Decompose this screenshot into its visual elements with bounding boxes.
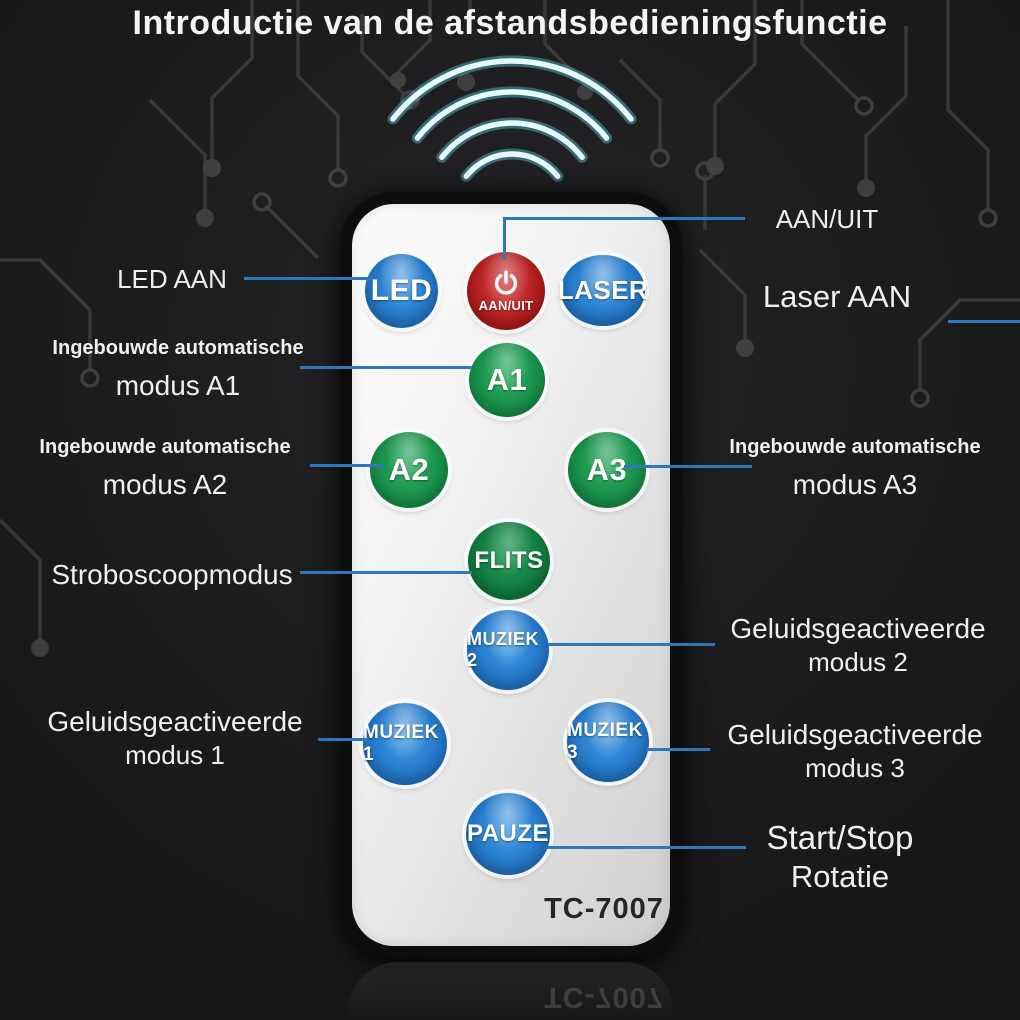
- callout-label-line2: modus A2: [102, 469, 228, 500]
- button-label: MUZIEK 3: [567, 720, 643, 763]
- button-label: A3: [586, 452, 628, 487]
- remote-button-laser: LASER: [558, 255, 648, 326]
- callout-label-line2: modus 3: [805, 753, 905, 783]
- model-number: TC-7007: [544, 893, 664, 925]
- model-number-reflection: TC-7007: [544, 981, 664, 1013]
- callout-label-a3: Ingebouwde automatische modus A3: [715, 435, 995, 502]
- remote-button-a3: A3: [568, 432, 646, 508]
- button-label: LED: [370, 274, 433, 307]
- callout-label-line1: Geluidsgeactiveerde: [727, 719, 983, 750]
- callout-label-a2: Ingebouwde automatische modus A2: [25, 435, 305, 502]
- callout-line-led: [244, 277, 372, 280]
- remote-button-muziek1: MUZIEK 1: [363, 703, 447, 785]
- button-label: AAN/UIT: [478, 298, 534, 313]
- remote-button-muziek2: MUZIEK 2: [467, 610, 549, 690]
- remote-button-led: LED: [365, 254, 438, 328]
- callout-label-laser: Laser AAN: [762, 279, 912, 314]
- callout-label-power: AAN/UIT: [775, 204, 879, 234]
- callout-label-line1: Geluidsgeactiveerde: [730, 613, 986, 644]
- callout-line-power: [503, 217, 745, 220]
- remote-reflection: [348, 962, 674, 1020]
- remote-button-a2: A2: [370, 432, 448, 508]
- button-label: FLITS: [474, 547, 544, 574]
- callout-line-muziek2: [548, 643, 715, 646]
- callout-label-line2: modus 1: [125, 740, 225, 770]
- button-label: MUZIEK 1: [363, 722, 439, 765]
- remote-button-power: AAN/UIT: [467, 252, 545, 330]
- callout-line-pauze: [546, 846, 746, 849]
- button-label: PAUZE: [466, 820, 550, 847]
- remote-button-pauze: PAUZE: [466, 793, 550, 875]
- callout-label-a1: Ingebouwde automatische modus A1: [38, 336, 318, 403]
- callout-label-line2: modus 2: [808, 647, 908, 677]
- callout-label-flits: Stroboscoopmodus: [51, 559, 293, 590]
- callout-label-line2: Rotatie: [790, 859, 890, 895]
- callout-label-muziek3: Geluidsgeactiveerde modus 3: [715, 717, 995, 785]
- button-label: A1: [486, 362, 528, 397]
- remote-button-flits: FLITS: [468, 522, 550, 600]
- callout-label-line1: Ingebouwde automatische: [39, 436, 291, 458]
- callout-line-power: [503, 218, 506, 260]
- callout-line-a3: [624, 465, 752, 468]
- remote-button-muziek3: MUZIEK 3: [567, 702, 649, 782]
- remote-button-a1: A1: [469, 343, 545, 417]
- callout-line-flits: [300, 571, 472, 574]
- page-title: Introductie van de afstandsbedieningsfun…: [132, 4, 888, 42]
- callout-label-line1: Start/Stop: [766, 819, 914, 856]
- callout-line-muziek3: [646, 748, 710, 751]
- callout-line-a1: [300, 366, 472, 369]
- callout-label-muziek1: Geluidsgeactiveerde modus 1: [35, 704, 315, 772]
- button-label: A2: [388, 452, 430, 487]
- callout-label-line2: modus A3: [792, 469, 918, 500]
- callout-label-line1: Geluidsgeactiveerde: [47, 706, 303, 737]
- button-label: MUZIEK 2: [467, 629, 539, 670]
- button-label: LASER: [557, 275, 649, 305]
- callout-label-led: LED AAN: [117, 264, 227, 294]
- callout-label-line1: Ingebouwde automatische: [52, 337, 304, 359]
- callout-line-a2: [310, 464, 384, 467]
- callout-label-line2: modus A1: [115, 370, 241, 401]
- power-icon: [494, 270, 518, 295]
- callout-line-muziek1: [318, 738, 368, 741]
- callout-label-line1: Ingebouwde automatische: [729, 436, 981, 458]
- callout-label-pauze: Start/Stop Rotatie: [715, 817, 965, 897]
- callout-line-laser: [948, 320, 1020, 323]
- callout-label-muziek2: Geluidsgeactiveerde modus 2: [718, 611, 998, 679]
